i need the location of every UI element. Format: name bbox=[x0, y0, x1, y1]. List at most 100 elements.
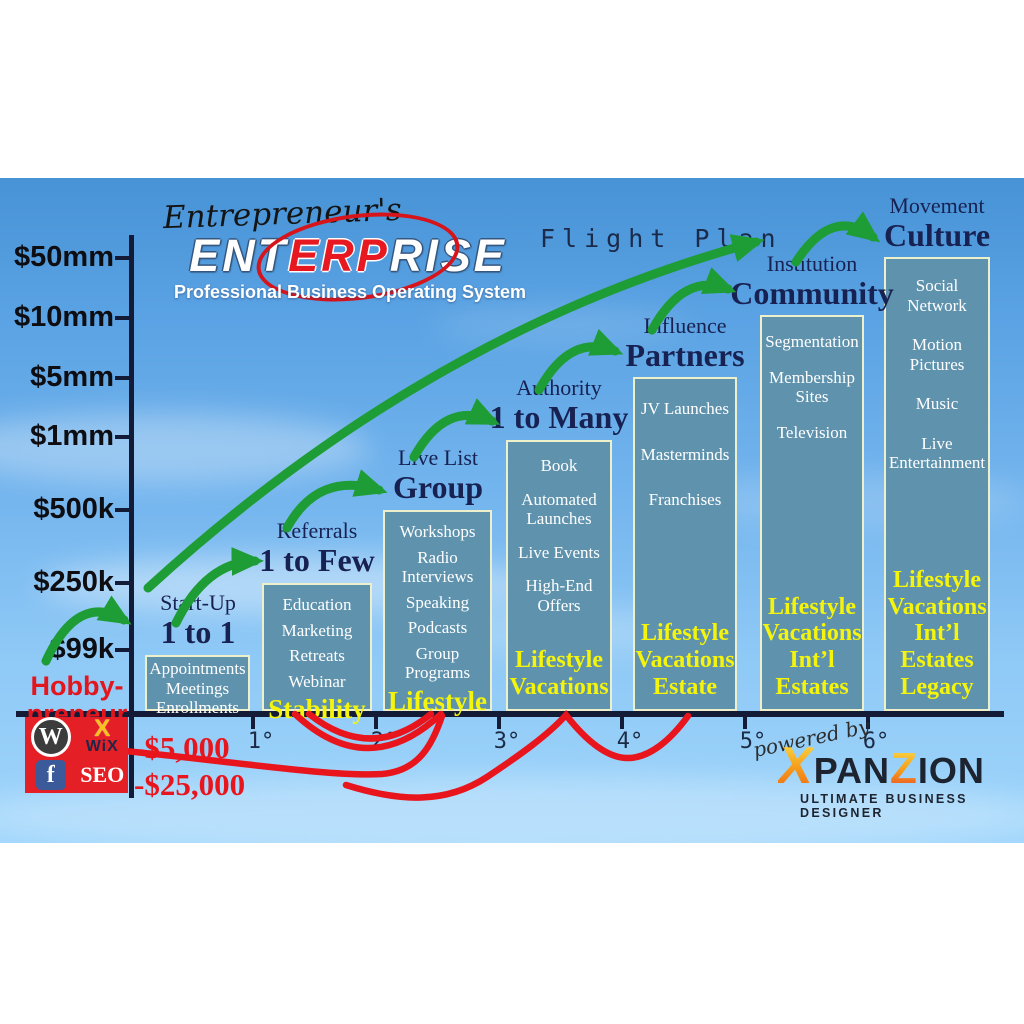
stage-header-bold: Partners bbox=[625, 337, 745, 373]
stage-header-bold: Group bbox=[392, 469, 484, 505]
x-axis-tick bbox=[620, 717, 624, 729]
y-axis bbox=[129, 235, 134, 798]
x-axis-label: 3° bbox=[493, 729, 521, 754]
x-axis-label: 1° bbox=[247, 729, 275, 754]
y-axis-tick bbox=[115, 581, 130, 585]
facebook-icon: f bbox=[35, 760, 66, 790]
logo-ent-post: RISE bbox=[389, 230, 507, 281]
stage-header-top: Referrals bbox=[276, 518, 358, 543]
y-axis-label: $500k bbox=[33, 493, 114, 525]
stage-header-bold: Community bbox=[730, 275, 894, 311]
hop-arrow bbox=[171, 547, 264, 628]
stage-header-movement: Movement Culture bbox=[847, 193, 1024, 253]
stage-item: Book bbox=[540, 456, 578, 475]
x-axis-label: 5° bbox=[739, 729, 767, 754]
x-axis-tick bbox=[374, 717, 378, 729]
stage-item: Education bbox=[282, 595, 352, 614]
stage-item: Radio Interviews bbox=[401, 547, 474, 587]
xpanzion-z: Z bbox=[890, 744, 918, 793]
hop-arrow bbox=[534, 328, 624, 395]
y-axis-tick bbox=[115, 648, 130, 652]
y-axis-tick bbox=[115, 376, 130, 380]
stage-bar-authority: Book Automated Launches Live Events High… bbox=[506, 440, 612, 711]
stage-item: Segmentation bbox=[765, 332, 859, 351]
x-axis-tick bbox=[866, 717, 870, 729]
stage-item: Franchises bbox=[648, 490, 722, 510]
stage-header-bold: 1 to Few bbox=[259, 542, 375, 578]
hop-arrow bbox=[647, 267, 737, 335]
seo-label: SEO bbox=[80, 762, 125, 787]
x-axis-tick bbox=[251, 717, 255, 729]
logo-erp-highlight: ERP bbox=[288, 230, 390, 281]
xpanzion-logo: XPANZION bbox=[778, 736, 985, 796]
xpanzion-x: X bbox=[778, 737, 814, 795]
y-axis-tick bbox=[115, 256, 130, 260]
stage-item: Television bbox=[776, 422, 848, 442]
hobbypreneur-line1: Hobby- bbox=[30, 671, 124, 701]
stage-header-referrals: Referrals 1 to Few bbox=[227, 518, 407, 578]
hop-arrow bbox=[41, 595, 132, 666]
xpanzion-pan: PAN bbox=[813, 750, 891, 791]
stage-bar-livelist: Workshops Radio Interviews Speaking Podc… bbox=[383, 510, 492, 716]
stage-item: Group Programs bbox=[404, 643, 471, 683]
wix-wordmark: WiX bbox=[85, 737, 119, 755]
flight-path-arrow bbox=[143, 234, 765, 593]
stage-header-institution: Institution Community bbox=[722, 251, 902, 311]
x-axis-label: 4° bbox=[616, 729, 644, 754]
stage-header-bold: Culture bbox=[883, 217, 991, 253]
cost-label-25000: -$25,000 bbox=[134, 767, 246, 802]
stage-item: Live Events bbox=[518, 542, 600, 562]
stage-item: Automated Launches bbox=[521, 489, 597, 529]
stage-header-top: Influence bbox=[643, 313, 727, 338]
x-axis bbox=[16, 711, 1004, 717]
hop-arrow bbox=[282, 469, 388, 533]
y-axis-tick bbox=[115, 508, 130, 512]
stage-item: Masterminds bbox=[640, 444, 730, 464]
stage-reward: Lifestyle bbox=[388, 685, 487, 716]
stage-bar-influence: JV Launches Masterminds Franchises Lifes… bbox=[633, 377, 737, 711]
wix-logo: X WiX bbox=[85, 715, 119, 755]
xpanzion-tagline: ULTIMATE BUSINESS DESIGNER bbox=[800, 792, 968, 820]
y-axis-tick bbox=[115, 435, 130, 439]
stage-header-top: Movement bbox=[889, 193, 985, 218]
logo-tagline: Professional Business Operating System bbox=[173, 282, 527, 302]
xpanzion-ion: ION bbox=[917, 750, 985, 791]
red-dip-curves bbox=[120, 709, 692, 801]
stage-item: High-End Offers bbox=[525, 576, 593, 615]
stage-item: Music bbox=[915, 394, 959, 414]
x-axis-tick bbox=[743, 717, 747, 729]
stage-item: Appointments bbox=[149, 659, 246, 678]
stage-bar-movement: Social Network Motion Pictures Music Liv… bbox=[884, 257, 990, 711]
hop-arrow bbox=[791, 211, 881, 267]
stage-bar-startup: Appointments Meetings Enrollments bbox=[145, 655, 250, 717]
arrows-overlay bbox=[41, 211, 881, 801]
stage-reward: Lifestyle Vacations Int’l Estates Legacy bbox=[887, 566, 987, 701]
x-axis-tick bbox=[497, 717, 501, 729]
services-box: W X WiX f SEO bbox=[25, 717, 128, 793]
hop-arrow bbox=[409, 398, 501, 462]
stage-item: Social Network bbox=[907, 276, 967, 315]
stage-item: Live Entertainment bbox=[888, 433, 986, 473]
stage-reward: Lifestyle Vacations Estate bbox=[635, 620, 735, 701]
y-axis-label: $10mm bbox=[14, 301, 114, 333]
stage-header-top: Institution bbox=[766, 251, 858, 276]
stage-item: Speaking bbox=[405, 592, 470, 612]
wix-icon: X bbox=[94, 715, 111, 743]
stage-bar-institution: Segmentation Membership Sites Television… bbox=[760, 315, 864, 711]
y-axis-label: $250k bbox=[33, 566, 114, 598]
wordpress-icon: W bbox=[30, 717, 71, 757]
stage-header-influence: Influence Partners bbox=[595, 313, 775, 373]
y-axis-label: $5mm bbox=[30, 361, 114, 393]
logo-ent-pre: ENT bbox=[189, 230, 289, 281]
stage-item: Meetings bbox=[165, 678, 230, 698]
stage-bar-referrals: Education Marketing Retreats Webinar Sta… bbox=[262, 583, 372, 724]
stage-item: Motion Pictures bbox=[909, 335, 965, 374]
stage-item: Workshops bbox=[399, 522, 476, 541]
y-axis-tick bbox=[115, 316, 130, 320]
green-arrows bbox=[41, 211, 881, 666]
stage-item: Webinar bbox=[288, 671, 346, 691]
stage-item: Membership Sites bbox=[769, 367, 855, 407]
stage-header-bold: 1 to Many bbox=[489, 399, 629, 435]
stage-item: JV Launches bbox=[641, 399, 729, 418]
enterprise-logo: ENTERPRISE bbox=[148, 230, 548, 282]
